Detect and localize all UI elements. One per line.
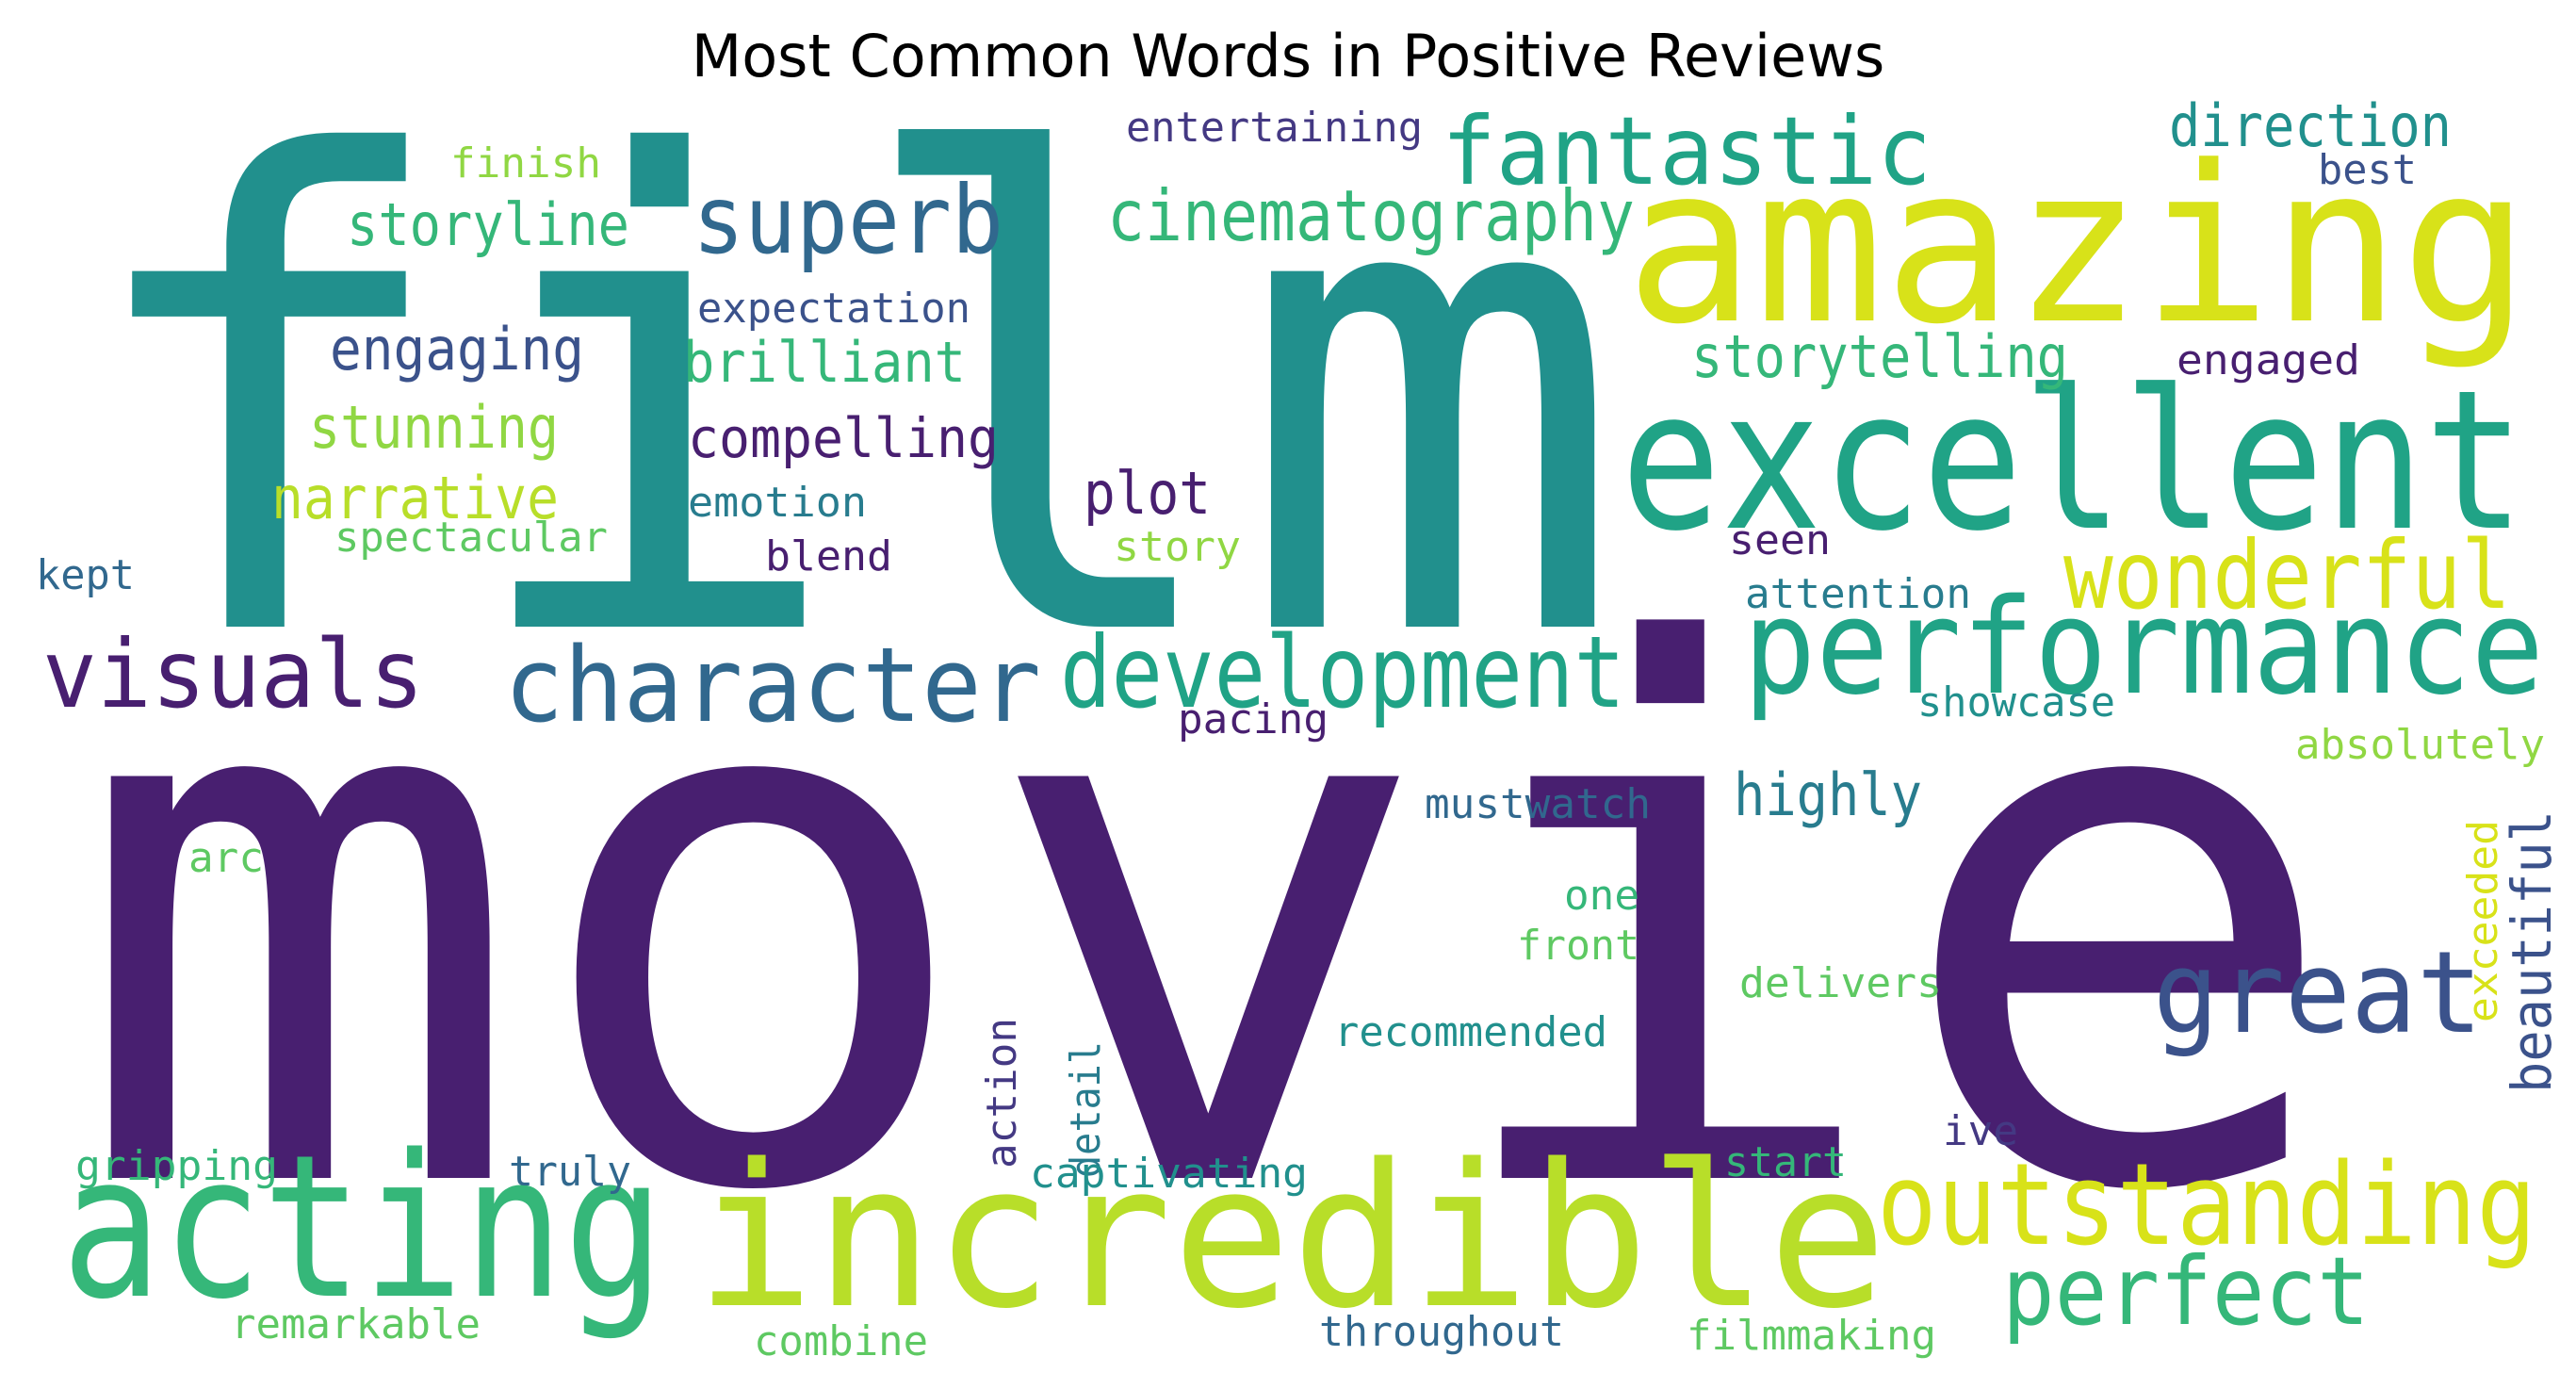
word-attention: attention <box>1745 570 1971 618</box>
word-throughout: throughout <box>1319 1308 1564 1356</box>
word-start: start <box>1724 1138 1847 1186</box>
word-amazing: amazing <box>1625 121 2530 372</box>
word-stunning: stunning <box>309 393 559 462</box>
word-combine: combine <box>754 1317 928 1365</box>
word-superb: superb <box>693 165 1003 275</box>
word-engaged: engaged <box>2177 336 2360 384</box>
word-fantastic: fantastic <box>1442 96 1932 206</box>
word-best: best <box>2318 146 2417 194</box>
word-storytelling: storytelling <box>1691 322 2068 391</box>
word-incredible: incredible <box>695 1121 1887 1352</box>
word-showcase: showcase <box>1917 678 2115 727</box>
word-seen: seen <box>1729 516 1831 564</box>
word-brilliant: brilliant <box>683 330 966 396</box>
word-detail: detail <box>1062 1041 1110 1178</box>
word-engaging: engaging <box>330 315 584 384</box>
word-highly: highly <box>1734 760 1922 829</box>
word-cinematography: cinematography <box>1107 174 1635 257</box>
word-truly: truly <box>509 1148 631 1196</box>
word-performance: performance <box>1743 571 2544 725</box>
word-beautiful: beautiful <box>2500 810 2564 1093</box>
word-storyline: storyline <box>347 190 629 259</box>
word-direction: direction <box>2169 91 2452 160</box>
word-recommended: recommended <box>1334 1008 1607 1056</box>
word-emotion: emotion <box>688 479 867 527</box>
word-perfect: perfect <box>2002 1236 2370 1347</box>
word-expectation: expectation <box>697 285 970 333</box>
word-excellent: excellent <box>1621 350 2525 574</box>
word-delivers: delivers <box>1739 959 1942 1007</box>
word-narrative: narrative <box>271 464 559 532</box>
word-ive: ive <box>1943 1107 2018 1155</box>
word-outstanding: outstanding <box>1877 1140 2536 1271</box>
word-kept: kept <box>36 551 135 599</box>
word-pacing: pacing <box>1178 695 1329 744</box>
word-absolutely: absolutely <box>2295 721 2545 769</box>
word-development: development <box>1060 615 1625 730</box>
word-plot: plot <box>1084 459 1211 528</box>
word-movie: movie <box>71 496 2346 1351</box>
word-acting: acting <box>61 1112 664 1343</box>
word-one: one <box>1564 872 1639 920</box>
word-story: story <box>1114 523 1241 571</box>
word-blend: blend <box>765 532 892 580</box>
word-great: great <box>2153 928 2483 1059</box>
word-arc: arc <box>188 834 264 882</box>
word-entertaining: entertaining <box>1126 104 1423 152</box>
word-wonderful: wonderful <box>2063 520 2511 630</box>
word-gripping: gripping <box>75 1142 278 1190</box>
word-compelling: compelling <box>688 406 999 470</box>
word-remarkable: remarkable <box>231 1300 481 1348</box>
word-film: film <box>71 24 1625 780</box>
word-action: action <box>978 1018 1026 1168</box>
word-character: character <box>504 625 1041 745</box>
chart-title: Most Common Words in Positive Reviews <box>691 22 1885 90</box>
word-exceeded: exceeded <box>2459 820 2507 1022</box>
word-filmmaking: filmmaking <box>1687 1312 1936 1360</box>
word-visuals: visuals <box>42 619 424 729</box>
word-front: front <box>1517 922 1639 970</box>
word-finish: finish <box>450 139 601 188</box>
word-mustwatch: mustwatch <box>1425 780 1651 828</box>
word-spectacular: spectacular <box>334 514 608 562</box>
word-captivating: captivating <box>1030 1150 1308 1198</box>
